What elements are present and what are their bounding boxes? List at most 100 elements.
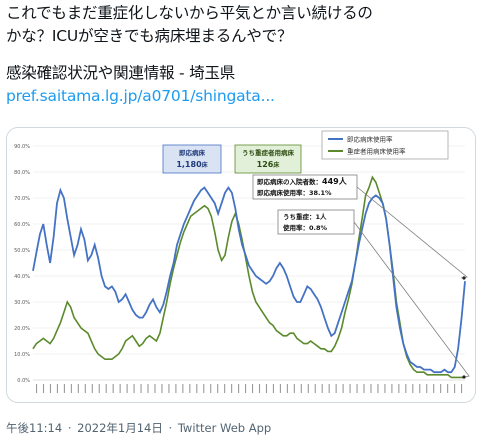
x-tick-mark: [154, 384, 156, 393]
y-tick-label: 70.0%: [14, 196, 30, 202]
x-tick-mark: [433, 384, 435, 393]
x-tick-mark: [217, 384, 219, 393]
x-tick-mark: [140, 384, 142, 393]
green-box-unit: 床: [273, 161, 280, 169]
annotation1-label2: 即応病床使用率：: [257, 188, 309, 197]
annotation-severe: うち重症：1人 使用率：0.8%: [277, 209, 355, 235]
x-tick-mark: [426, 384, 428, 393]
x-tick-mark: [321, 384, 323, 393]
x-tick-mark: [251, 384, 254, 393]
tweet-text: これでもまだ重症化しないから平気とか言い続けるの かな？ICUが空きでも病床埋ま…: [6, 2, 476, 108]
endpoint-marker-blue: [462, 276, 466, 280]
x-tick-mark: [412, 384, 414, 393]
x-tick-mark: [377, 384, 379, 393]
svg-text:即応病床使用率：38.1%: 即応病床使用率：38.1%: [257, 188, 332, 197]
x-tick-mark: [175, 384, 177, 393]
x-tick-mark: [119, 384, 121, 393]
x-tick-mark: [224, 384, 226, 393]
meta-sep-1: ·: [67, 421, 72, 435]
annotation2-value1: 1人: [316, 212, 328, 221]
x-tick-mark: [189, 384, 191, 393]
legend-item-immediate: 即応病床使用率: [347, 135, 393, 144]
annotation2-label1: うち重症：: [283, 212, 316, 221]
x-tick-mark: [56, 384, 58, 393]
x-tick-mark: [70, 384, 72, 393]
blue-box-value: 1,180: [176, 160, 202, 169]
tweet-meta: 午後11:14 · 2022年1月14日 · Twitter Web App: [6, 420, 273, 436]
svg-text:使用率：0.8%: 使用率：0.8%: [282, 223, 328, 232]
y-tick-label: 20.0%: [14, 326, 30, 332]
x-tick-mark: [98, 384, 100, 393]
x-tick-mark: [168, 384, 170, 393]
tweet-date[interactable]: 2022年1月14日: [77, 421, 163, 435]
x-tick-mark: [196, 384, 198, 393]
occupancy-chart: 0.0% 10.0% 20.0% 30.0% 40.0% 50.0% 60.0% 70.0% 8…: [7, 128, 475, 402]
x-tick-mark: [105, 384, 107, 393]
x-tick-mark: [238, 384, 240, 393]
x-tick-mark: [391, 384, 393, 393]
annotation2-label2: 使用率：: [282, 223, 309, 232]
x-tick-mark: [203, 384, 205, 393]
blue-info-box: 即応病床 1,180床: [162, 144, 222, 174]
tweet-line-1: これでもまだ重症化しないから平気とか言い続けるの: [6, 4, 373, 22]
x-tick-mark: [279, 384, 281, 393]
annotation1-value1: 449人: [322, 176, 348, 186]
annotation-admissions: 即応病床の入院者数：449人 即応病床使用率：38.1%: [252, 174, 358, 200]
chart-image[interactable]: 0.0% 10.0% 20.0% 30.0% 40.0% 50.0% 60.0% 70.0% 8…: [6, 127, 476, 403]
x-tick-mark: [63, 384, 65, 393]
x-tick-mark: [258, 384, 261, 393]
y-tick-label: 30.0%: [14, 300, 30, 306]
x-tick-mark: [335, 384, 337, 393]
tweet-line-3: 感染確認状況や関連情報 - 埼玉県: [6, 64, 236, 82]
x-tick-mark: [245, 384, 247, 393]
tweet-link[interactable]: pref.saitama.lg.jp/a0701/shingata...: [6, 87, 275, 105]
x-tick-mark: [49, 384, 52, 393]
x-tick-mark: [84, 384, 86, 393]
x-tick-mark: [342, 384, 344, 393]
x-tick-mark: [272, 384, 274, 393]
blue-box-title: 即応病床: [179, 148, 206, 157]
x-tick-mark: [161, 384, 163, 393]
y-tick-label: 50.0%: [14, 248, 30, 254]
legend: 即応病床使用率 重症者用病床使用率: [321, 130, 449, 160]
x-tick-mark: [454, 384, 456, 393]
x-tick-mark: [314, 384, 316, 393]
x-tick-mark: [307, 384, 309, 393]
meta-sep-2: ·: [168, 421, 173, 435]
green-box-value: 126: [257, 160, 274, 169]
annotation2-value2: 0.8%: [309, 224, 328, 232]
y-tick-label: 80.0%: [14, 170, 30, 176]
legend-item-severe: 重症者用病床使用率: [347, 147, 406, 156]
tweet-line-2: かな？ICUが空きでも病床埋まるんやで？: [6, 27, 293, 45]
x-tick-mark: [133, 384, 135, 393]
y-tick-label: 90.0%: [14, 144, 30, 150]
x-tick-mark: [363, 384, 365, 393]
annotation1-label1: 即応病床の入院者数：: [257, 177, 322, 186]
x-tick-mark: [440, 384, 442, 393]
x-tick-mark: [461, 384, 463, 393]
x-tick-mark: [328, 384, 330, 393]
x-tick-mark: [356, 384, 358, 393]
y-tick-label: 10.0%: [14, 352, 30, 358]
x-tick-mark: [447, 384, 449, 393]
x-tick-mark: [42, 384, 45, 393]
x-tick-mark: [384, 384, 386, 393]
x-tick-mark: [300, 384, 302, 393]
annotation1-value2: 38.1%: [309, 189, 332, 197]
x-tick-mark: [265, 384, 268, 393]
x-tick-mark: [147, 384, 149, 393]
x-tick-mark: [370, 384, 372, 393]
y-tick-label: 60.0%: [14, 222, 30, 228]
svg-text:126床: 126床: [257, 160, 281, 169]
x-tick-mark: [91, 384, 93, 393]
x-tick-mark: [419, 384, 421, 393]
x-tick-mark: [349, 384, 351, 393]
green-box-title: うち重症者用病床: [242, 148, 295, 157]
svg-text:うち重症：1人: うち重症：1人: [283, 212, 327, 221]
x-tick-mark: [182, 384, 184, 393]
tweet-source: Twitter Web App: [177, 421, 272, 435]
tweet-time[interactable]: 午後11:14: [6, 421, 63, 435]
y-tick-label: 0.0%: [17, 378, 30, 384]
x-tick-mark: [231, 384, 233, 393]
x-tick-mark: [405, 384, 407, 393]
